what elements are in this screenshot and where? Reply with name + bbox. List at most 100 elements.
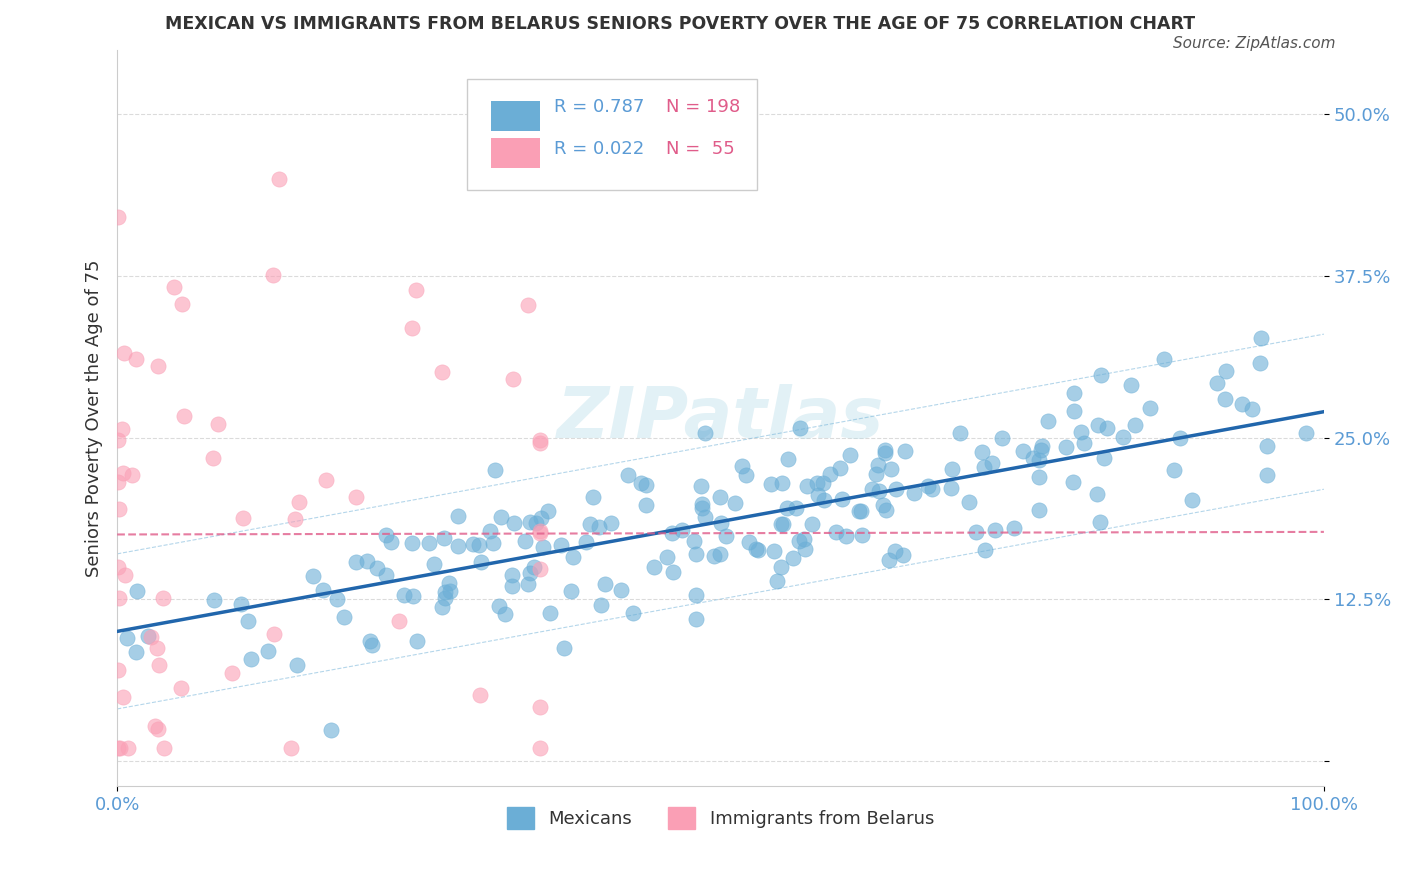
Point <box>588 520 610 534</box>
Point <box>1230 397 1253 411</box>
Point <box>957 495 980 509</box>
Point <box>738 534 761 549</box>
Point <box>232 510 254 524</box>
Point <box>643 559 665 574</box>
Point <box>107 434 129 448</box>
Text: N = 198: N = 198 <box>666 98 741 117</box>
Point <box>690 497 713 511</box>
Point <box>141 630 163 644</box>
Point <box>112 346 135 360</box>
Point <box>973 460 995 475</box>
Point <box>111 690 134 704</box>
Point <box>709 516 731 530</box>
Point <box>360 638 382 652</box>
Point <box>202 593 225 607</box>
Point <box>941 462 963 476</box>
Point <box>921 483 943 497</box>
Point <box>229 597 252 611</box>
Point <box>873 446 896 460</box>
Point <box>1153 351 1175 366</box>
Point <box>593 576 616 591</box>
Point <box>269 172 291 186</box>
Point <box>880 462 903 476</box>
Point <box>1070 425 1092 439</box>
Point <box>125 351 148 366</box>
Point <box>202 451 225 466</box>
Text: R = 0.022: R = 0.022 <box>554 140 644 159</box>
Point <box>714 529 737 543</box>
Point <box>107 560 129 574</box>
Point <box>375 528 398 542</box>
Point <box>1088 515 1111 529</box>
Point <box>401 321 423 335</box>
Point <box>121 468 143 483</box>
Point <box>553 640 575 655</box>
Point <box>107 591 129 606</box>
Point <box>107 740 129 755</box>
Point <box>145 640 167 655</box>
Point <box>1062 475 1084 489</box>
Point <box>513 534 536 549</box>
Point <box>531 540 554 554</box>
Point <box>759 477 782 491</box>
Point <box>301 569 323 583</box>
Point <box>1181 492 1204 507</box>
Point <box>981 456 1004 470</box>
Point <box>769 517 792 532</box>
Point <box>731 458 754 473</box>
Point <box>886 482 908 496</box>
Point <box>401 536 423 550</box>
Point <box>770 560 793 574</box>
Point <box>661 526 683 541</box>
Point <box>1250 331 1272 345</box>
Point <box>1002 521 1025 535</box>
Point <box>657 549 679 564</box>
Point <box>693 510 716 524</box>
Point <box>239 652 262 666</box>
Point <box>125 645 148 659</box>
Point <box>1036 414 1059 428</box>
Point <box>830 460 852 475</box>
Point <box>794 541 817 556</box>
Point <box>793 532 815 546</box>
Point <box>319 723 342 737</box>
Point <box>689 479 711 493</box>
Point <box>747 542 769 557</box>
Point <box>312 582 335 597</box>
Point <box>287 657 309 672</box>
Point <box>405 283 427 297</box>
Point <box>685 588 707 602</box>
Point <box>990 431 1012 445</box>
Point <box>332 610 354 624</box>
Point <box>1213 392 1236 406</box>
Point <box>860 482 883 496</box>
Point <box>984 523 1007 537</box>
Point <box>1119 378 1142 392</box>
Point <box>903 486 925 500</box>
Point <box>136 629 159 643</box>
Point <box>560 584 582 599</box>
Point <box>1028 470 1050 484</box>
FancyBboxPatch shape <box>467 79 756 190</box>
Point <box>529 700 551 714</box>
Point <box>257 644 280 658</box>
Point <box>1206 376 1229 390</box>
Point <box>529 740 551 755</box>
Point <box>1087 487 1109 501</box>
Point <box>939 481 962 495</box>
Text: MEXICAN VS IMMIGRANTS FROM BELARUS SENIORS POVERTY OVER THE AGE OF 75 CORRELATIO: MEXICAN VS IMMIGRANTS FROM BELARUS SENIO… <box>166 15 1195 33</box>
Point <box>591 598 613 612</box>
Point <box>683 534 706 549</box>
Point <box>973 542 995 557</box>
Point <box>1028 502 1050 516</box>
Point <box>284 512 307 526</box>
Point <box>763 544 786 558</box>
Point <box>366 561 388 575</box>
Point <box>517 298 540 312</box>
Point <box>685 547 707 561</box>
Point <box>824 525 846 540</box>
Point <box>439 583 461 598</box>
Point <box>965 524 987 539</box>
Point <box>127 583 149 598</box>
Point <box>418 536 440 550</box>
